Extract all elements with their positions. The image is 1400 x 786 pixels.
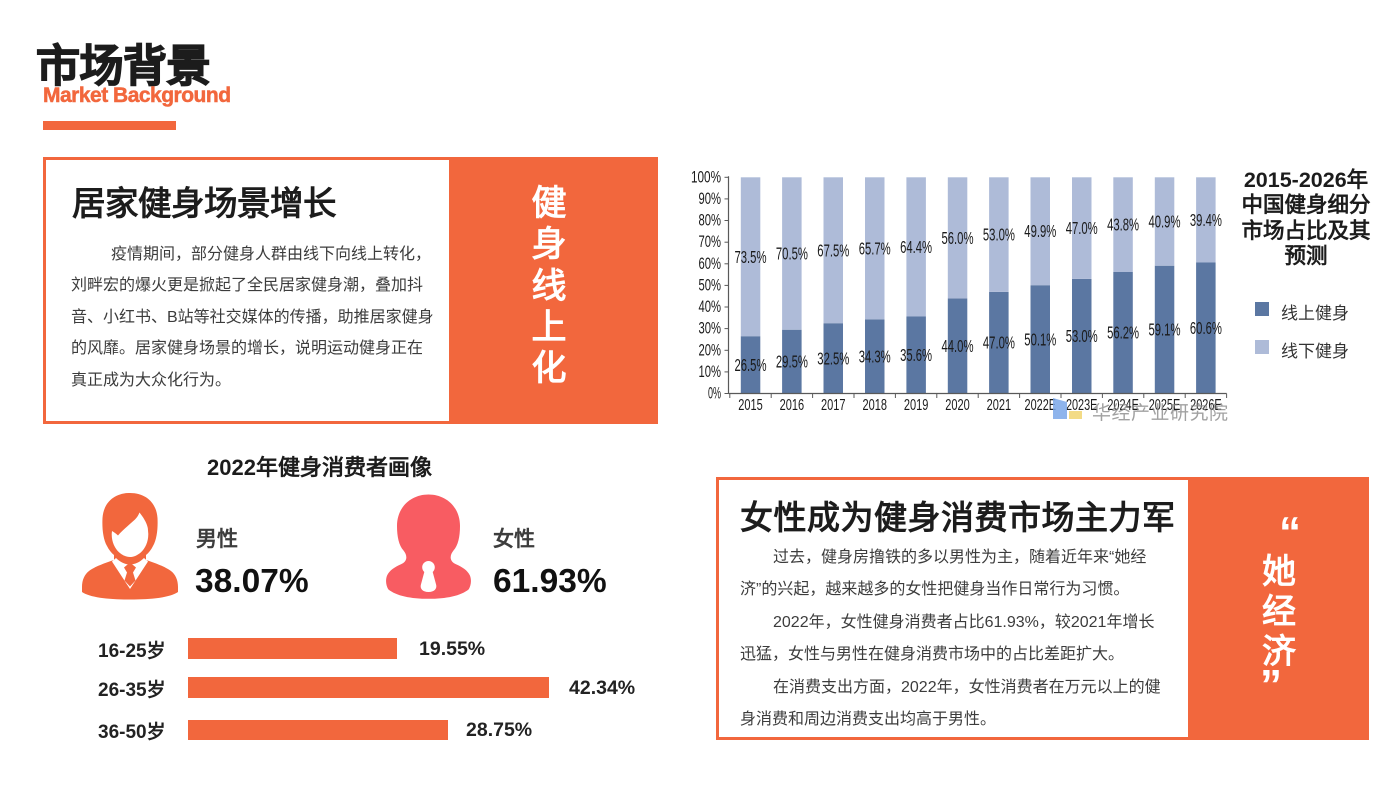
svg-text:2020: 2020 [945,397,970,414]
svg-text:40.9%: 40.9% [1149,212,1181,232]
svg-text:2022E: 2022E [1025,397,1057,414]
svg-text:44.0%: 44.0% [942,336,974,356]
svg-text:80%: 80% [699,212,722,230]
svg-text:2015: 2015 [738,397,763,414]
svg-text:65.7%: 65.7% [859,238,891,258]
svg-text:90%: 90% [699,190,722,208]
svg-text:56.2%: 56.2% [1107,323,1139,343]
svg-text:47.0%: 47.0% [983,333,1015,353]
svg-text:0%: 0% [708,385,721,403]
svg-text:20%: 20% [699,341,722,359]
svg-text:34.3%: 34.3% [859,346,891,366]
svg-text:47.0%: 47.0% [1066,218,1098,238]
svg-text:60%: 60% [699,255,722,273]
svg-text:2021: 2021 [987,397,1012,414]
svg-text:2025E: 2025E [1149,397,1181,414]
svg-text:2018: 2018 [862,397,887,414]
svg-text:30%: 30% [699,320,722,338]
svg-text:100%: 100% [691,168,721,186]
svg-text:2024E: 2024E [1107,397,1139,414]
svg-text:2017: 2017 [821,397,846,414]
svg-text:39.4%: 39.4% [1190,210,1222,230]
svg-text:53.0%: 53.0% [983,225,1015,245]
svg-text:50.1%: 50.1% [1024,329,1056,349]
svg-text:49.9%: 49.9% [1024,221,1056,241]
svg-text:56.0%: 56.0% [942,228,974,248]
svg-text:53.0%: 53.0% [1066,326,1098,346]
svg-text:32.5%: 32.5% [817,348,849,368]
svg-text:70%: 70% [699,233,722,251]
svg-text:70.5%: 70.5% [776,244,808,264]
svg-text:64.4%: 64.4% [900,237,932,257]
svg-text:73.5%: 73.5% [735,247,767,267]
svg-text:10%: 10% [699,363,722,381]
svg-text:26.5%: 26.5% [735,355,767,375]
svg-text:67.5%: 67.5% [817,240,849,260]
svg-text:29.5%: 29.5% [776,352,808,372]
svg-text:43.8%: 43.8% [1107,215,1139,235]
svg-text:35.6%: 35.6% [900,345,932,365]
svg-text:2016: 2016 [780,397,805,414]
svg-text:50%: 50% [699,276,722,294]
svg-text:40%: 40% [699,298,722,316]
svg-text:59.1%: 59.1% [1149,320,1181,340]
svg-text:2019: 2019 [904,397,929,414]
svg-text:2023E: 2023E [1066,397,1098,414]
svg-text:2026E: 2026E [1190,397,1222,414]
svg-text:60.6%: 60.6% [1190,318,1222,338]
